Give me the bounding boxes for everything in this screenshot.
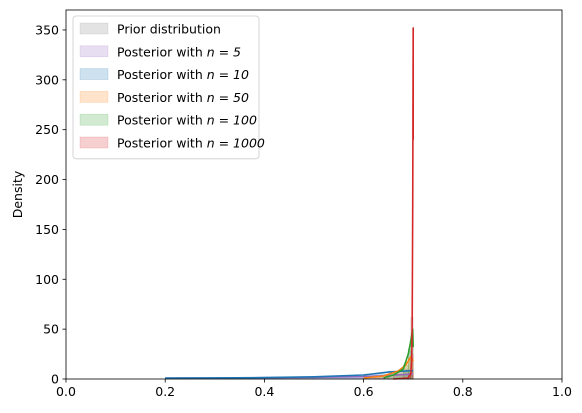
x-tick-label: 0.8 [453,384,473,399]
y-tick-label: 250 [35,122,59,137]
kde-line [165,369,414,379]
legend-swatch [79,68,109,80]
y-tick-label: 0 [51,372,59,387]
legend-entry-math: n = 100 [207,113,257,128]
legend-entry: Posterior with n = 10 [117,67,249,82]
histogram-layer [164,316,414,380]
y-tick-label: 50 [43,322,59,337]
y-tick-label: 300 [35,72,59,87]
y-tick-label: 150 [35,222,59,237]
legend-entry: Posterior with n = 5 [117,44,241,59]
kde-layer [165,27,414,380]
legend-entry-prefix: Posterior with [117,67,207,82]
legend-swatch [79,136,109,149]
legend-swatch [79,91,109,103]
plot-frame [65,9,563,380]
x-axis-ticks: 0.0 0.2 0.4 0.6 0.8 1.0 [56,379,572,399]
x-tick-label: 0.4 [254,384,274,399]
y-tick-label: 200 [35,172,59,187]
y-tick-label: 350 [35,22,59,37]
y-tick-label: 100 [35,272,59,287]
y-axis-ticks: 0 50 100 150 200 250 300 350 [35,22,66,387]
legend-entry: Prior distribution [117,22,221,37]
plot-area [164,27,414,380]
legend-entry-prefix: Posterior with [117,136,207,151]
legend-entry-math: n = 10 [207,67,249,82]
legend-entry-math: n = 1000 [207,136,265,151]
legend-entry: Posterior with n = 100 [117,113,257,128]
x-tick-label: 0.6 [354,384,374,399]
legend-entry-prefix: Posterior with [117,44,207,59]
x-tick-label: 0.2 [155,384,175,399]
legend-entry: Posterior with n = 1000 [117,136,265,151]
legend-frame [72,15,260,160]
legend-swatch [79,45,109,58]
legend-entry: Posterior with n = 50 [117,90,249,105]
legend-entry-math: n = 5 [207,44,241,59]
legend-entry-prefix: Prior distribution [117,22,221,37]
x-tick-label: 1.0 [552,384,572,399]
legend-entry-prefix: Posterior with [117,90,207,105]
legend-swatch [79,22,109,35]
legend-swatch [79,113,109,126]
legend-entry-prefix: Posterior with [117,113,207,128]
legend-entry-math: n = 50 [207,90,249,105]
x-tick-label: 0.0 [56,384,76,399]
y-axis-label: Density [10,170,25,218]
kde-line [393,27,414,380]
